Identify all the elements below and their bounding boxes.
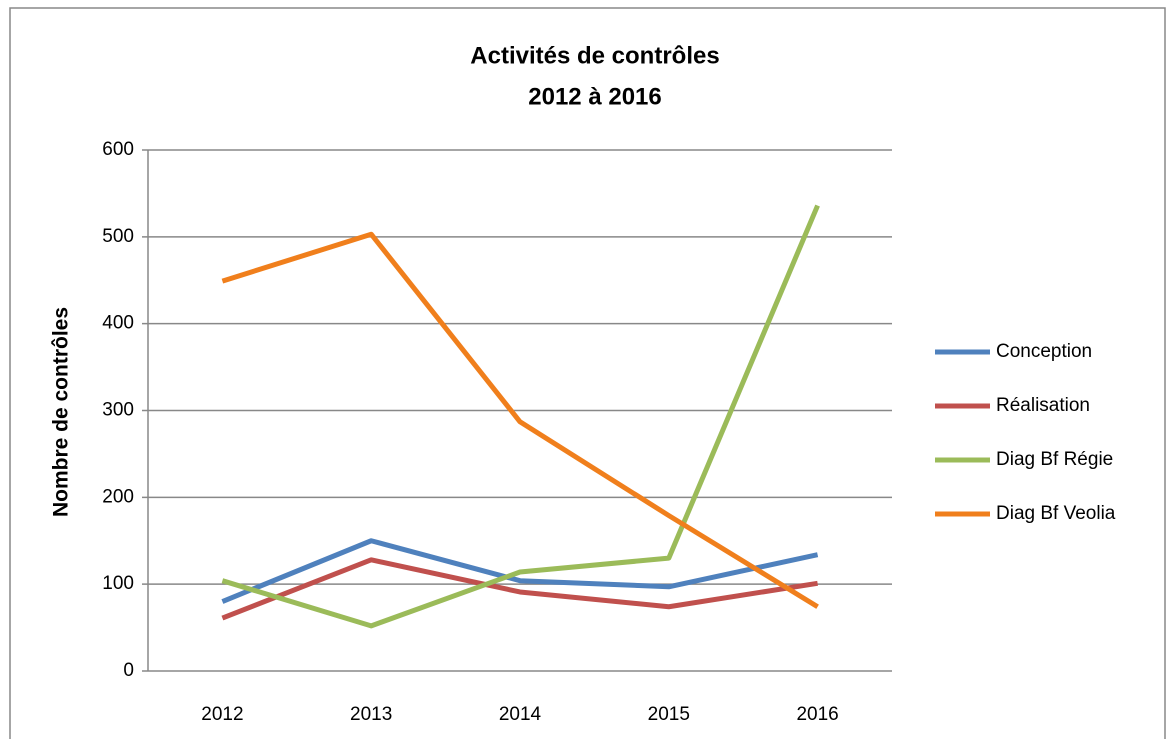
x-tick-label: 2014: [499, 704, 542, 725]
x-tick-label: 2016: [796, 704, 838, 725]
chart-title: Activités de contrôles: [470, 42, 719, 69]
y-tick-label: 100: [102, 573, 134, 594]
x-tick-label: 2015: [648, 704, 690, 725]
y-tick-label: 0: [123, 660, 134, 681]
legend-label: Conception: [996, 341, 1092, 362]
x-tick-label: 2012: [201, 704, 243, 725]
series-line: [221, 538, 819, 604]
y-tick-label: 500: [102, 226, 134, 247]
legend-label: Réalisation: [996, 395, 1090, 416]
y-tick-label: 400: [102, 313, 134, 334]
chart-border: [9, 7, 1166, 739]
legend-label: Diag Bf Régie: [996, 449, 1113, 470]
y-tick-label: 300: [102, 400, 134, 421]
series-line: [221, 204, 820, 629]
chart-subtitle: 2012 à 2016: [528, 83, 661, 110]
y-axis-title: Nombre de contrôles: [50, 307, 73, 517]
y-tick-label: 200: [102, 486, 134, 507]
legend-label: Diag Bf Veolia: [996, 503, 1116, 524]
y-tick-label: 600: [102, 139, 134, 160]
series-line: [221, 231, 819, 609]
series-line: [221, 557, 818, 621]
x-tick-label: 2013: [350, 704, 392, 725]
